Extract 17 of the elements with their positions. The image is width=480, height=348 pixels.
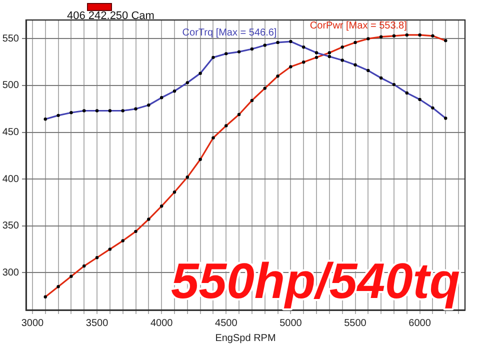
x-tick-label: 3000 bbox=[21, 318, 44, 329]
y-tick-label: 350 bbox=[2, 220, 20, 232]
y-tick-label: 400 bbox=[2, 174, 20, 185]
series-label: CorTrq [Max = 546.6] bbox=[182, 27, 277, 38]
series-label: CorPwr [Max = 553.8] bbox=[310, 20, 408, 32]
y-tick-label: 450 bbox=[2, 127, 20, 138]
x-tick-label: 3500 bbox=[86, 318, 109, 329]
x-tick-label: 4000 bbox=[150, 318, 174, 329]
y-tick-label: 500 bbox=[2, 80, 20, 92]
x-tick-label: 4500 bbox=[215, 318, 238, 329]
x-tick-label: 6000 bbox=[408, 318, 432, 329]
x-tick-label: 5500 bbox=[344, 318, 367, 329]
x-axis-title: EngSpd RPM bbox=[215, 332, 276, 344]
chart-title: 406 242.250 Cam bbox=[67, 10, 154, 22]
y-tick-label: 550 bbox=[2, 33, 20, 44]
x-tick-label: 5000 bbox=[280, 318, 302, 329]
y-tick-label: 300 bbox=[2, 267, 20, 278]
